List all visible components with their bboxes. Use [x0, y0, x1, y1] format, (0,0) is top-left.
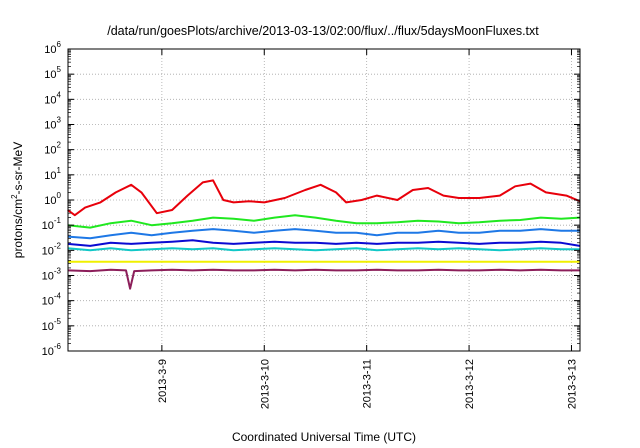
y-tick-label: 10-2 [42, 241, 62, 257]
y-tick-label: 104 [44, 90, 61, 106]
ticks [68, 48, 580, 352]
x-tick-label: 2013-3-10 [259, 359, 271, 409]
x-tick-labels: 2013-3-9 2013-3-10 2013-3-11 2013-3-12 2013-… [157, 359, 579, 409]
series-line-3 [67, 228, 580, 240]
y-tick-label: 105 [44, 65, 61, 81]
grid [68, 49, 580, 351]
series-line-1 [67, 179, 581, 217]
y-tick-label: 101 [44, 166, 61, 182]
y-axis-label: protons/cm2-s-sr-MeV [10, 142, 25, 258]
x-tick-label: 2013-3-12 [464, 359, 476, 409]
chart-title: /data/run/goesPlots/archive/2013-03-13/0… [107, 24, 539, 38]
series-line-2 [67, 214, 580, 229]
x-tick-label: 2013-3-9 [157, 359, 169, 403]
y-tick-label: 103 [44, 116, 61, 132]
y-tick-label: 100 [44, 191, 61, 207]
x-axis-label: Coordinated Universal Time (UTC) [232, 430, 416, 444]
series-group [67, 179, 581, 290]
series-line-4 [67, 239, 580, 247]
y-tick-label: 102 [44, 141, 61, 157]
y-tick-label: 106 [44, 40, 61, 56]
y-tick-label: 10-6 [42, 342, 62, 358]
y-tick-label: 10-5 [42, 317, 62, 333]
y-tick-label: 10-3 [42, 267, 62, 283]
y-tick-label: 10-4 [42, 292, 62, 308]
x-tick-label: 2013-3-13 [566, 359, 578, 409]
series-line-5 [67, 247, 580, 252]
y-tick-label: 10-1 [42, 216, 62, 232]
y-tick-labels: 10-6 10-5 10-4 10-3 10-2 10-1 100 101 102 103 104 1… [42, 40, 62, 358]
x-tick-label: 2013-3-11 [362, 359, 374, 408]
series-line-7 [67, 268, 580, 290]
